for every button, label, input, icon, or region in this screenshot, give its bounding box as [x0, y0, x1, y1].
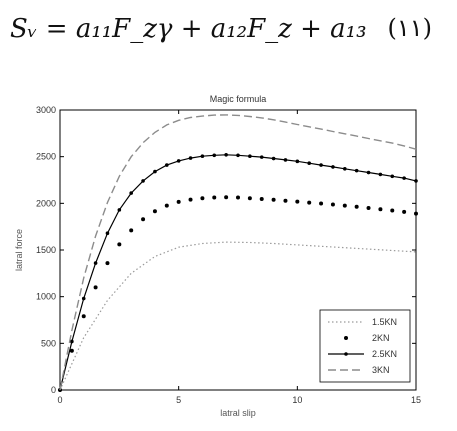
data-point [402, 176, 406, 180]
equation-formula: Sᵥ = a₁₁F_zγ + a₁₂F_z + a₁₃ [10, 14, 367, 44]
data-point [390, 208, 395, 213]
data-point [117, 208, 122, 212]
data-point [93, 261, 98, 265]
data-point [81, 314, 86, 319]
data-point [295, 159, 300, 164]
y-tick-label: 500 [41, 338, 56, 348]
data-point [212, 195, 217, 200]
y-tick-label: 2500 [36, 152, 56, 162]
data-point [319, 163, 323, 167]
data-point [188, 156, 193, 160]
legend-label: 2KN [372, 333, 390, 343]
data-point [414, 179, 418, 183]
y-tick-label: 3000 [36, 105, 56, 115]
data-point [152, 209, 157, 214]
data-point [354, 204, 359, 209]
data-point [236, 195, 240, 200]
data-point [248, 154, 252, 158]
x-tick-label: 0 [57, 395, 62, 405]
y-tick-label: 0 [51, 385, 56, 395]
axis-ticks: 0 5 10 15 0 500 1000 1500 2000 2500 3000 [36, 105, 421, 405]
data-point [366, 170, 371, 175]
data-point [307, 161, 312, 165]
data-point [224, 195, 229, 200]
chart-container: Magic formula latral slip latral force 0… [0, 80, 457, 426]
data-point [117, 242, 122, 247]
data-point [153, 169, 157, 174]
data-point [188, 197, 193, 202]
data-point [319, 201, 324, 206]
x-tick-label: 15 [411, 395, 421, 405]
data-point [105, 261, 110, 266]
data-point [141, 179, 145, 183]
data-point [105, 231, 110, 235]
data-point [330, 202, 335, 207]
data-point [283, 198, 288, 203]
data-point [378, 172, 383, 177]
data-point [343, 167, 347, 171]
data-point [283, 158, 288, 162]
legend-swatch-dot [344, 336, 348, 340]
equation: Sᵥ = a₁₁F_zγ + a₁₂F_z + a₁₃ (١١) [10, 6, 450, 50]
magic-formula-chart: Magic formula latral slip latral force 0… [14, 94, 421, 418]
data-point [212, 153, 217, 158]
data-point [271, 156, 276, 161]
data-point [259, 155, 264, 159]
data-point [307, 200, 312, 205]
data-point [176, 199, 181, 204]
data-point [295, 199, 300, 204]
data-point [200, 154, 205, 158]
series-group [58, 114, 418, 392]
data-point [331, 165, 335, 169]
data-point [165, 163, 169, 167]
data-point [176, 159, 181, 163]
series-line-3KN [59, 114, 417, 391]
y-tick-label: 1000 [36, 292, 56, 302]
legend-swatch-dot [344, 352, 348, 356]
data-point [390, 174, 395, 179]
data-point [378, 207, 383, 212]
legend: 1.5KN 2KN 2.5KN 3KN [319, 309, 411, 383]
data-point [129, 191, 133, 195]
data-point [129, 228, 134, 233]
data-point [259, 196, 264, 201]
data-point [247, 196, 252, 201]
legend-label: 3KN [372, 365, 390, 375]
data-point [236, 153, 240, 158]
y-tick-label: 1500 [36, 245, 56, 255]
data-point [414, 211, 418, 216]
data-point [402, 209, 407, 214]
chart-title: Magic formula [210, 94, 267, 104]
data-point [342, 203, 347, 208]
data-point [354, 168, 359, 173]
data-point [164, 203, 169, 208]
legend-label: 2.5KN [372, 349, 397, 359]
data-point [224, 153, 228, 157]
x-tick-label: 10 [292, 395, 302, 405]
data-point [70, 339, 74, 344]
y-tick-label: 2000 [36, 198, 56, 208]
y-axis-label: latral force [14, 229, 24, 271]
x-tick-label: 5 [176, 395, 181, 405]
data-point [200, 196, 205, 201]
x-axis-label: latral slip [220, 408, 256, 418]
equation-number: (١١) [387, 14, 432, 42]
data-point [69, 348, 74, 353]
data-point [141, 217, 146, 222]
data-point [366, 206, 371, 210]
data-point [93, 285, 98, 290]
data-point [81, 296, 86, 301]
legend-label: 1.5KN [372, 317, 397, 327]
data-point [271, 197, 276, 202]
